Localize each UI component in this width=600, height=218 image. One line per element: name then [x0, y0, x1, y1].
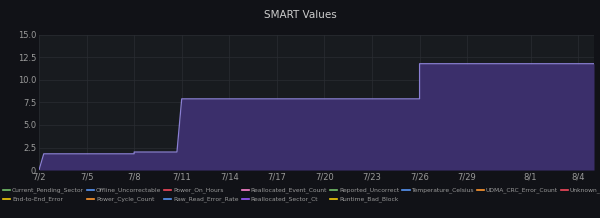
Legend: Current_Pending_Sector, End-to-End_Error, Offline_Uncorrectable, Power_Cycle_Cou: Current_Pending_Sector, End-to-End_Error… — [3, 188, 600, 202]
Text: SMART Values: SMART Values — [263, 10, 337, 20]
